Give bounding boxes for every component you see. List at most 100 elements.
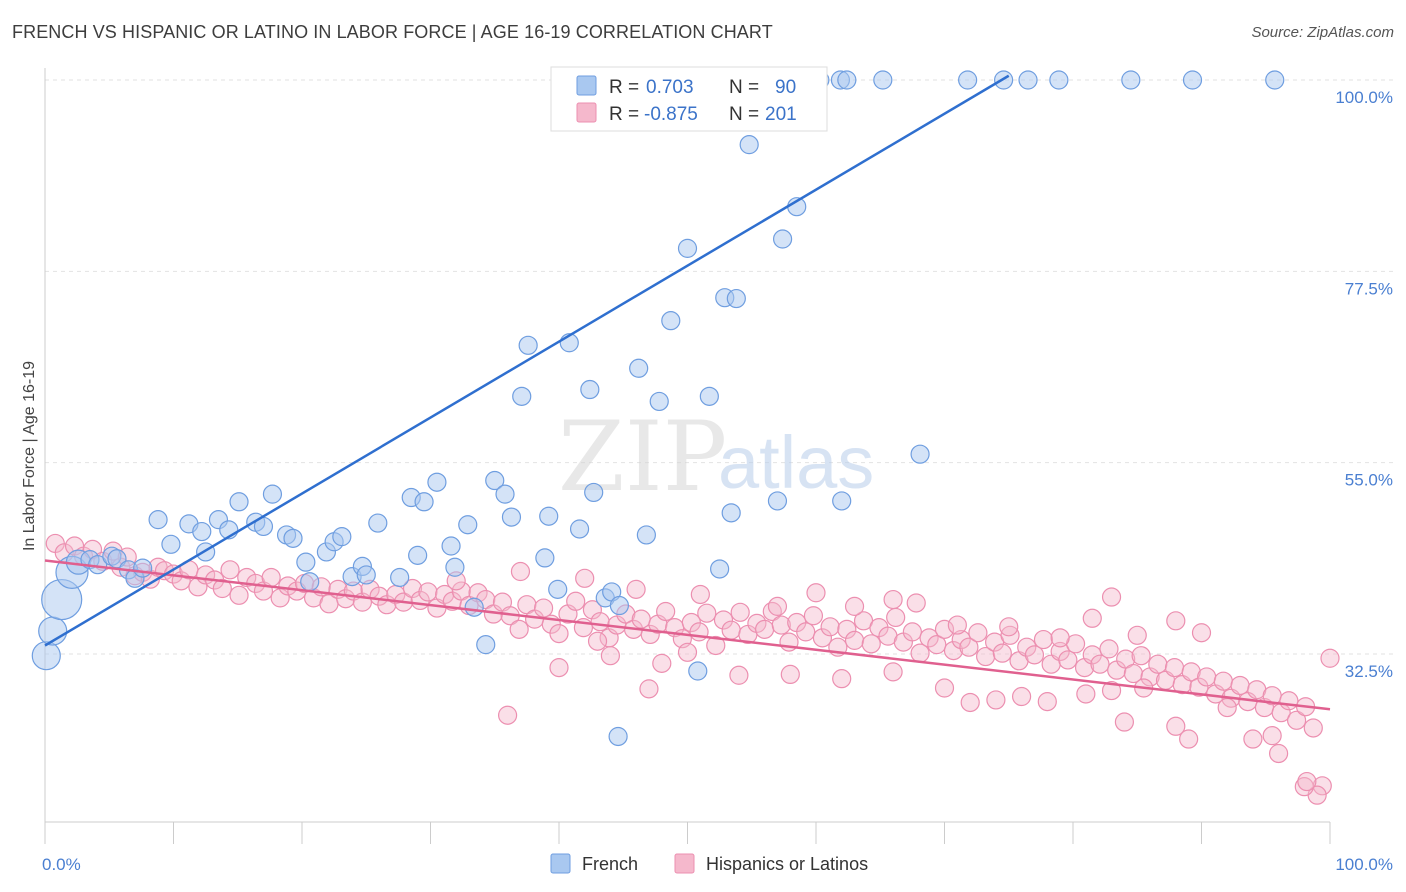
hispanic-point-144 (1230, 675, 1250, 696)
hispanic-point-189 (690, 584, 710, 605)
french-point-49 (535, 548, 555, 568)
french-point-81 (910, 444, 930, 464)
hispanic-point-113 (976, 646, 996, 667)
hispanic-point-179 (652, 653, 672, 673)
french-point-45 (495, 484, 515, 504)
hispanic-point-104 (902, 622, 922, 642)
hispanic-point-162 (1217, 697, 1237, 718)
hispanic-point-151 (1286, 710, 1307, 730)
watermark-zip: ZIP (558, 401, 727, 513)
hispanic-point-193 (883, 589, 903, 610)
french-point-36 (408, 545, 428, 565)
hispanic-point-163 (1166, 716, 1186, 736)
y-tick-labels: 32.5% 55.0% 77.5% 100.0% (1335, 88, 1393, 681)
french-points (31, 70, 1285, 747)
french-point-91 (608, 726, 628, 747)
hispanic-point-131 (1123, 663, 1143, 684)
hispanic-point-61 (549, 623, 569, 644)
french-point-68 (710, 559, 730, 579)
french-point-26 (300, 572, 320, 592)
y-tick-label-3: 100.0% (1335, 88, 1393, 107)
french-point-51 (548, 579, 568, 599)
watermark-atlas: atlas (718, 421, 874, 504)
french-point-19 (229, 492, 249, 512)
hispanic-point-196 (999, 617, 1019, 637)
hispanic-point-140 (1197, 667, 1217, 687)
french-point-40 (445, 557, 465, 577)
hispanic-point-180 (639, 679, 659, 699)
french-point-42 (464, 597, 484, 617)
hispanic-point-120 (1033, 629, 1054, 650)
hispanic-point-157 (1294, 777, 1314, 797)
french-point-41 (458, 515, 478, 535)
x-tick-labels: 0.0% 100.0% (42, 855, 1393, 874)
hispanic-point-184 (600, 646, 621, 666)
hispanic-point-159 (1268, 743, 1289, 764)
hispanic-point-106 (919, 628, 939, 648)
french-point-48 (518, 335, 538, 355)
hispanic-point-198 (1082, 608, 1102, 628)
french-point-59 (629, 358, 649, 378)
hispanic-point-28 (278, 576, 298, 596)
chart-title: FRENCH VS HISPANIC OR LATINO IN LABOR FO… (12, 22, 773, 42)
hispanic-point-87 (762, 601, 782, 622)
hispanic-point-132 (1131, 646, 1151, 666)
hispanic-point-47 (435, 584, 455, 605)
french-point-13 (161, 534, 181, 554)
hispanic-point-170 (1011, 686, 1032, 707)
hispanic-point-88 (771, 615, 791, 635)
hispanic-point-178 (677, 642, 698, 662)
hispanic-point-102 (886, 607, 906, 628)
hispanic-point-164 (1179, 729, 1199, 749)
french-point-58 (609, 595, 629, 616)
french-point-75 (772, 229, 793, 249)
hispanic-point-169 (1037, 692, 1057, 712)
hispanic-point-26 (261, 567, 281, 588)
hispanic-point-195 (947, 615, 967, 635)
hispanic-point-81 (713, 610, 734, 630)
hispanic-point-85 (747, 613, 767, 633)
hispanic-point-83 (730, 602, 750, 622)
french-point-86 (1121, 70, 1141, 90)
hispanic-point-160 (1243, 729, 1263, 749)
hispanic-point-199 (1101, 587, 1122, 607)
hispanic-point-191 (806, 583, 826, 603)
legend-n-value-french: 90 (775, 77, 796, 98)
hispanic-point-158 (1297, 771, 1317, 792)
hispanic-point-93 (812, 628, 833, 648)
french-point-70 (721, 503, 741, 523)
french-point-72 (739, 135, 759, 155)
hispanic-point-74 (656, 601, 676, 622)
hispanic-point-45 (418, 582, 438, 602)
hispanic-point-92 (803, 606, 824, 626)
french-point-33 (368, 513, 388, 533)
legend-n-value-hispanic: 201 (765, 104, 797, 125)
french-point-24 (283, 528, 303, 548)
hispanic-point-155 (1320, 648, 1340, 668)
y-tick-label-0: 32.5% (1345, 662, 1393, 681)
hispanic-point-173 (934, 678, 955, 698)
hispanic-point-111 (959, 637, 979, 657)
french-point-90 (832, 491, 852, 511)
hispanic-point-22 (229, 585, 249, 605)
hispanic-point-136 (1164, 658, 1185, 678)
hispanic-point-123 (1058, 650, 1078, 670)
hispanic-point-65 (582, 600, 603, 620)
french-point-11 (133, 558, 153, 578)
hispanic-point-80 (706, 635, 726, 656)
trend-lines (44, 74, 1331, 711)
watermark: ZIP atlas (558, 401, 874, 513)
french-point-88 (1265, 70, 1285, 90)
hispanic-point-171 (986, 690, 1006, 710)
hispanic-point-43 (402, 578, 423, 599)
french-point-15 (192, 521, 212, 542)
hispanic-point-172 (960, 692, 980, 713)
french-point-34 (390, 567, 410, 588)
hispanic-point-127 (1090, 654, 1110, 674)
hispanic-point-190 (767, 596, 788, 616)
hispanic-point-82 (721, 620, 741, 640)
hispanic-point-182 (549, 658, 569, 678)
french-point-53 (569, 519, 590, 539)
hispanic-point-194 (906, 593, 926, 613)
